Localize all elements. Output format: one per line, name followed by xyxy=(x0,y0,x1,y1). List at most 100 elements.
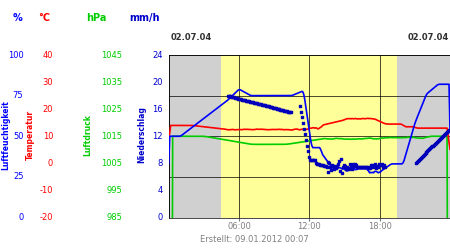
Point xyxy=(305,155,312,159)
Point xyxy=(332,164,339,168)
Point xyxy=(259,103,266,107)
Point xyxy=(330,164,337,168)
Point xyxy=(329,163,336,167)
Point xyxy=(416,157,423,161)
Text: 1005: 1005 xyxy=(101,159,122,168)
Point xyxy=(256,102,264,106)
Point xyxy=(432,142,439,146)
Point xyxy=(366,166,373,170)
Point xyxy=(431,142,438,146)
Text: 0: 0 xyxy=(158,213,163,222)
Point xyxy=(338,158,345,162)
Text: 10: 10 xyxy=(43,132,53,141)
Point xyxy=(288,110,295,114)
Point xyxy=(313,162,320,166)
Point xyxy=(304,150,311,154)
Point xyxy=(316,162,323,166)
Point xyxy=(285,110,292,114)
Text: 16: 16 xyxy=(152,105,163,114)
Point xyxy=(323,164,330,168)
Point xyxy=(263,104,270,108)
Point xyxy=(351,164,358,168)
Point xyxy=(419,154,426,158)
Point xyxy=(337,169,344,173)
Point xyxy=(343,166,351,170)
Point xyxy=(253,102,261,105)
Point xyxy=(261,104,268,108)
Point xyxy=(412,160,419,164)
Point xyxy=(260,103,267,107)
Point xyxy=(348,167,356,171)
Point xyxy=(354,165,361,169)
Point xyxy=(278,108,285,112)
Point xyxy=(331,167,338,171)
Text: hPa: hPa xyxy=(86,13,107,23)
Text: 0: 0 xyxy=(18,213,23,222)
Point xyxy=(298,116,306,119)
Point xyxy=(373,164,380,168)
Point xyxy=(443,130,450,134)
Point xyxy=(356,165,364,169)
Text: Niederschlag: Niederschlag xyxy=(137,106,146,164)
Point xyxy=(446,128,450,132)
Text: Temperatur: Temperatur xyxy=(26,110,35,160)
Point xyxy=(328,168,335,172)
Point xyxy=(371,162,378,166)
Text: 02.07.04: 02.07.04 xyxy=(171,34,212,42)
Text: 1025: 1025 xyxy=(101,105,122,114)
Point xyxy=(271,106,278,110)
Point xyxy=(240,98,247,102)
Text: Erstellt: 09.01.2012 00:07: Erstellt: 09.01.2012 00:07 xyxy=(200,235,309,244)
Point xyxy=(228,95,235,99)
Point xyxy=(302,132,309,136)
Text: Luftfeuchtigkeit: Luftfeuchtigkeit xyxy=(1,100,10,170)
Point xyxy=(272,106,279,110)
Point xyxy=(270,106,277,110)
Point xyxy=(368,164,375,168)
Point xyxy=(241,98,248,102)
Text: 40: 40 xyxy=(43,50,53,59)
Point xyxy=(361,165,369,169)
Point xyxy=(258,103,265,107)
Point xyxy=(370,164,377,168)
Point xyxy=(414,158,421,162)
Point xyxy=(342,164,349,168)
Text: 1035: 1035 xyxy=(101,78,122,86)
Point xyxy=(280,108,287,112)
Point xyxy=(247,100,254,103)
Point xyxy=(302,138,310,142)
Point xyxy=(238,98,246,102)
Point xyxy=(276,107,283,111)
Point xyxy=(275,107,282,111)
Point xyxy=(428,146,435,150)
Point xyxy=(378,163,385,167)
Point xyxy=(441,133,448,137)
Point xyxy=(364,165,371,169)
Point xyxy=(232,96,239,100)
Text: 100: 100 xyxy=(8,50,23,59)
Text: 25: 25 xyxy=(13,172,23,182)
Point xyxy=(327,165,334,169)
Point xyxy=(269,106,276,110)
Point xyxy=(279,108,286,112)
Point xyxy=(445,129,450,133)
Text: 24: 24 xyxy=(153,50,163,59)
Point xyxy=(238,97,245,101)
Bar xyxy=(221,55,397,218)
Point xyxy=(237,97,244,101)
Point xyxy=(418,155,425,159)
Point xyxy=(264,104,271,108)
Text: 0: 0 xyxy=(48,159,53,168)
Point xyxy=(335,162,342,166)
Point xyxy=(415,158,422,162)
Point xyxy=(436,137,444,141)
Text: 995: 995 xyxy=(107,186,122,195)
Point xyxy=(297,104,304,108)
Point xyxy=(322,164,329,168)
Point xyxy=(252,101,260,105)
Text: 12: 12 xyxy=(153,132,163,141)
Point xyxy=(423,150,430,154)
Text: Luftdruck: Luftdruck xyxy=(83,114,92,156)
Point xyxy=(287,110,294,114)
Point xyxy=(307,158,315,162)
